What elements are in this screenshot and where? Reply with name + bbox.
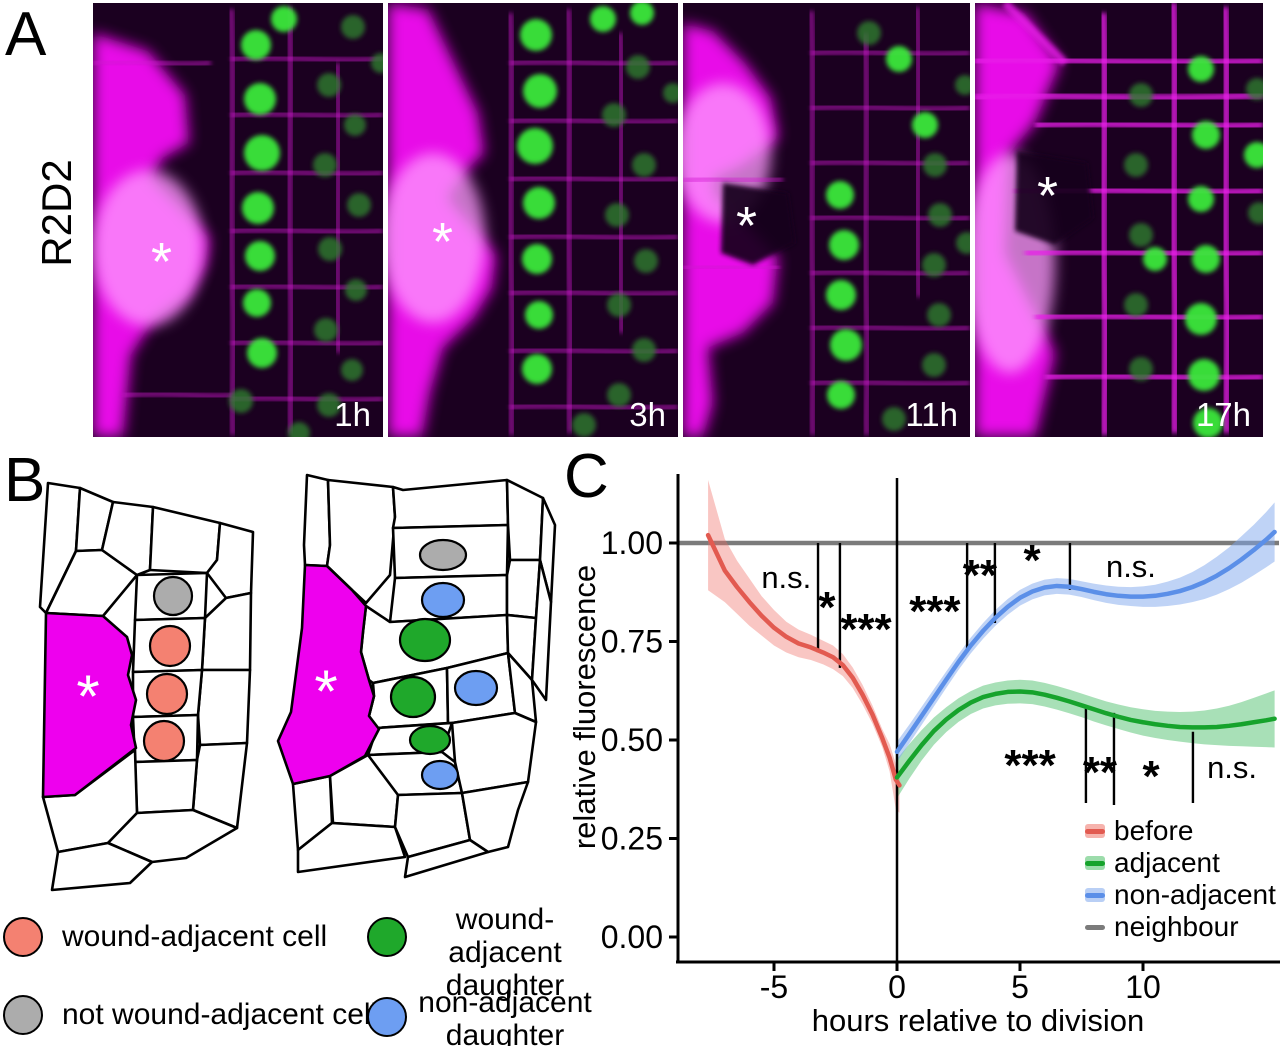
wound-asterisk: * (1037, 166, 1059, 226)
fluorescence-image (975, 3, 1263, 437)
daughter-cell-dot (398, 617, 452, 663)
svg-text:***: *** (1004, 741, 1056, 790)
wound-asterisk: * (76, 663, 99, 730)
schematic-cell (505, 558, 542, 620)
schematic-cell (148, 505, 222, 575)
legend-label-wound-adjacent-cell: wound-adjacent cell (62, 920, 328, 953)
svg-text:*: * (1023, 536, 1041, 585)
schematic-cell (391, 478, 510, 530)
legend-dot-wound-adjacent-cell (3, 917, 43, 957)
schematic-cell (133, 758, 199, 815)
panel-c-label: C (564, 442, 609, 511)
timestamp-label: 3h (629, 396, 666, 433)
legend-swatch-non-adjacent (1085, 888, 1105, 902)
wound-asterisk: * (314, 658, 337, 725)
timestamp-label: 17h (1195, 396, 1251, 433)
panel-b-label: B (4, 446, 46, 515)
wound-cell (276, 563, 381, 786)
svg-text:**: ** (963, 551, 998, 600)
legend-swatch-before (1085, 824, 1105, 838)
svg-text:0.00: 0.00 (601, 919, 663, 955)
micrograph-3h: * 3h (388, 3, 678, 437)
legend-dot-wound-adjacent-daughter (367, 917, 407, 957)
schematic-cell (50, 841, 154, 892)
fluorescence-image (388, 3, 678, 437)
svg-text:n.s.: n.s. (1207, 750, 1257, 785)
schematic-cell (505, 478, 545, 562)
chart-legend-label: adjacent (1114, 847, 1220, 878)
svg-text:1.00: 1.00 (601, 525, 663, 561)
daughter-cell-dot (145, 672, 189, 716)
svg-text:0: 0 (888, 969, 906, 1005)
svg-text:*: * (1143, 752, 1161, 801)
chart-legend-row-non-adjacent: non-adjacent (1085, 880, 1276, 910)
wound-asterisk: * (432, 212, 454, 272)
legend-dot-non-adjacent-daughter (367, 997, 407, 1037)
chart-legend-label: neighbour (1114, 911, 1239, 942)
wound-asterisk: * (151, 232, 173, 292)
svg-text:10: 10 (1125, 969, 1161, 1005)
chart-legend-row-before: before (1085, 816, 1193, 846)
chart-legend-row-adjacent: adjacent (1085, 848, 1220, 878)
legend-line: wound-adjacent (448, 903, 562, 969)
schematic-cell (296, 821, 407, 874)
svg-text:*: * (818, 583, 836, 632)
schematic-cell (530, 558, 553, 702)
panel-a-row-label: R2D2 (33, 159, 80, 267)
svg-text:**: ** (1083, 748, 1118, 797)
svg-text:***: *** (840, 605, 892, 654)
micrograph-11h: * 11h (683, 3, 970, 437)
daughter-cell-dot (453, 669, 499, 707)
micrograph-17h: * 17h (975, 3, 1263, 437)
schematic-cell (196, 668, 252, 747)
timestamp-label: 11h (905, 396, 958, 433)
daughter-cell-dot (142, 719, 186, 763)
schematic-cell (44, 548, 139, 618)
daughter-cell-dot (408, 724, 452, 756)
schematic-cell (302, 473, 332, 568)
svg-text:0.25: 0.25 (601, 821, 663, 857)
schematic-cell (450, 711, 538, 795)
svg-text:0.50: 0.50 (601, 722, 663, 758)
chart-legend-label: before (1114, 815, 1194, 846)
chart-legend-label: non-adjacent (1114, 879, 1276, 910)
x-axis-title: hours relative to division (811, 1003, 1145, 1038)
svg-text:0.75: 0.75 (601, 624, 663, 660)
micrograph-1h: * 1h (93, 3, 383, 437)
legend-label-non-adjacent-daughter: non-adjacent daughter (400, 986, 610, 1046)
legend-swatch-adjacent (1085, 856, 1105, 870)
panel-a-label: A (5, 0, 47, 69)
fluorescence-image (93, 3, 383, 437)
chart-legend-row-neighbour: neighbour (1085, 912, 1239, 942)
daughter-cell-dot (420, 759, 460, 791)
cell-schematic-diagrams: * * (38, 473, 557, 892)
daughter-cell-dot (418, 538, 468, 572)
fluorescence-line-chart: n.s.* *** ***** * n.s.*** ** * n.s.-5 0 5 100.000.… (601, 474, 1280, 1005)
legend-swatch-neighbour (1085, 920, 1105, 934)
daughter-cell-dot (420, 581, 466, 619)
legend-line: daughter (445, 1019, 565, 1046)
timestamp-label: 1h (334, 396, 371, 433)
svg-text:5: 5 (1011, 969, 1029, 1005)
legend-label-wound-adjacent-daughter: wound-adjacent daughter (400, 903, 610, 1002)
legend-dot-not-wound-adjacent-cell (3, 995, 43, 1035)
wound-cell (41, 611, 138, 799)
schematic-cell (200, 591, 253, 672)
daughter-cell-dot (148, 624, 192, 668)
svg-text:n.s.: n.s. (761, 560, 811, 595)
daughter-cell-dot (389, 675, 437, 719)
daughter-cell-dot (152, 575, 194, 617)
fluorescence-image (683, 3, 970, 437)
legend-label-not-wound-adjacent-cell: not wound-adjacent cell (62, 998, 378, 1031)
schematic-cell (100, 500, 155, 577)
legend-line: non-adjacent (418, 986, 592, 1019)
wound-asterisk: * (736, 196, 758, 256)
svg-text:-5: -5 (760, 969, 788, 1005)
y-axis-title: relative fluorescence (567, 564, 602, 850)
svg-text:n.s.: n.s. (1106, 549, 1156, 584)
svg-text:***: *** (909, 587, 961, 636)
schematic-cell (403, 838, 490, 879)
legend-line: daughter (445, 969, 565, 1002)
